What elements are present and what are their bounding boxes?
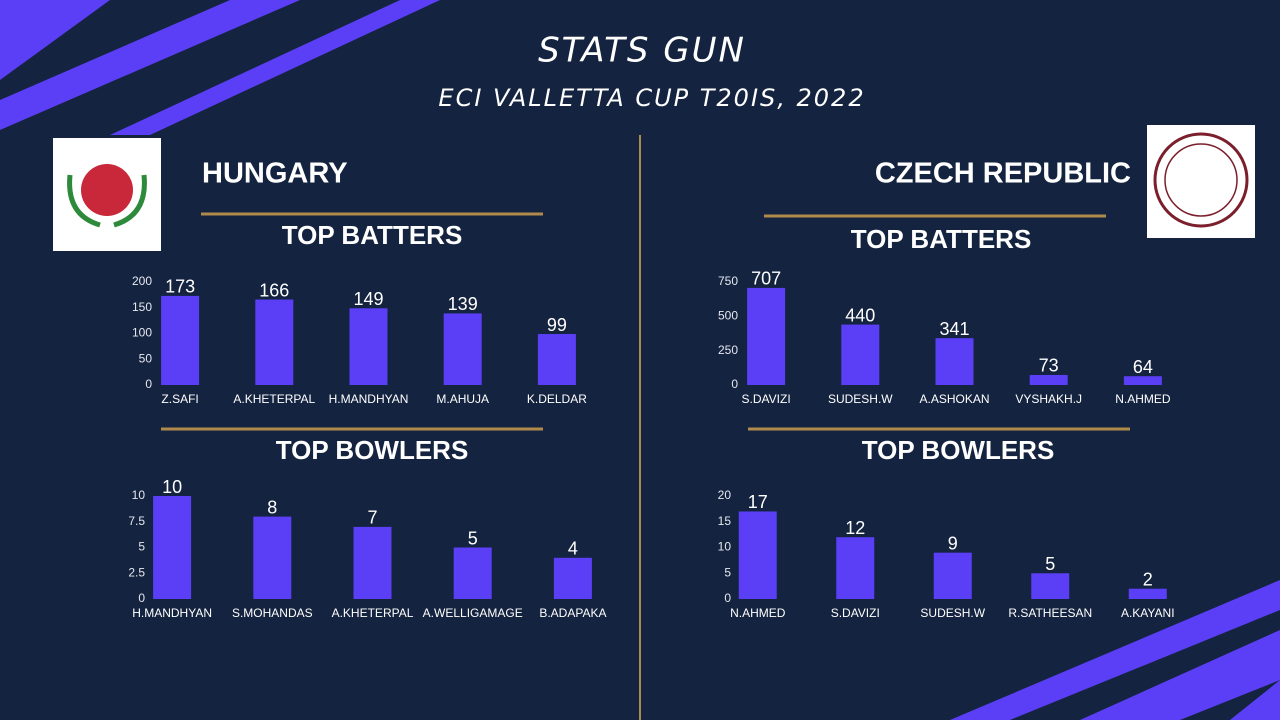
value-label: 173 (165, 277, 195, 297)
x-tick-label: A.KAYANI (1121, 606, 1175, 620)
logo-ring (1153, 132, 1249, 228)
value-label: 10 (162, 477, 182, 497)
stripe (1230, 680, 1280, 720)
value-label: 139 (448, 294, 478, 314)
y-tick-label: 10 (132, 488, 146, 502)
stripe (0, 0, 110, 80)
bar (1031, 573, 1070, 599)
y-tick-label: 200 (132, 274, 152, 288)
bar (933, 552, 972, 599)
value-label: 7 (367, 508, 377, 528)
y-tick-label: 15 (718, 514, 732, 528)
bar (253, 516, 292, 599)
y-tick-label: 0 (724, 591, 731, 605)
title: STATS GUN (538, 31, 746, 71)
y-tick-label: 150 (132, 300, 152, 314)
y-tick-label: 750 (718, 274, 738, 288)
bar (1029, 374, 1068, 385)
value-label: 12 (845, 518, 865, 538)
bar (153, 496, 192, 599)
x-tick-label: B.ADAPAKA (539, 606, 606, 620)
y-tick-label: 5 (138, 540, 145, 554)
value-label: 64 (1133, 357, 1153, 377)
x-tick-label: A.ASHOKAN (919, 392, 989, 406)
x-tick-label: K.DELDAR (527, 392, 587, 406)
y-tick-label: 250 (718, 343, 738, 357)
value-label: 440 (845, 305, 875, 325)
value-label: 73 (1039, 356, 1059, 376)
bar (161, 295, 200, 385)
logo-leaves (67, 174, 147, 228)
x-tick-label: R.SATHEESAN (1008, 606, 1092, 620)
bar (738, 511, 777, 599)
bar (443, 313, 482, 385)
x-tick-label: A.KHETERPAL (233, 392, 315, 406)
y-tick-label: 20 (718, 488, 732, 502)
x-tick-label: S.MOHANDAS (232, 606, 313, 620)
bar (1123, 376, 1162, 385)
y-tick-label: 7.5 (128, 514, 145, 528)
value-label: 5 (1045, 554, 1055, 574)
y-tick-label: 50 (139, 351, 153, 365)
bar (553, 557, 592, 599)
bar (1128, 588, 1167, 599)
x-tick-label: A.KHETERPAL (332, 606, 414, 620)
team-logo (1147, 125, 1255, 238)
y-tick-label: 100 (132, 326, 152, 340)
logo-ring (1164, 143, 1238, 217)
x-tick-label: H.MANDHYAN (329, 392, 409, 406)
x-tick-label: S.DAVIZI (831, 606, 880, 620)
y-tick-label: 0 (731, 377, 738, 391)
team-name: CZECH REPUBLIC (875, 158, 1131, 190)
bar (747, 287, 786, 385)
x-tick-label: S.DAVIZI (742, 392, 791, 406)
value-label: 4 (568, 539, 578, 559)
stripe (1080, 630, 1280, 720)
value-label: 2 (1143, 569, 1153, 589)
value-label: 8 (267, 497, 277, 517)
logo-ball (81, 164, 133, 216)
value-label: 99 (547, 315, 567, 335)
y-tick-label: 2.5 (128, 565, 145, 579)
y-tick-label: 500 (718, 309, 738, 323)
x-tick-label: H.MANDHYAN (132, 606, 212, 620)
x-tick-label: Z.SAFI (161, 392, 198, 406)
value-label: 17 (748, 492, 768, 512)
x-tick-label: SUDESH.W (920, 606, 985, 620)
x-tick-label: M.AHUJA (436, 392, 489, 406)
stripe (950, 580, 1280, 720)
x-tick-label: N.AHMED (730, 606, 786, 620)
bar (349, 308, 388, 385)
bar (935, 338, 974, 385)
subtitle: ECI VALLETTA CUP T20IS, 2022 (438, 84, 865, 112)
value-label: 166 (259, 280, 289, 300)
bar (453, 547, 492, 599)
bar (255, 299, 294, 385)
stripe (110, 0, 440, 135)
x-tick-label: SUDESH.W (828, 392, 893, 406)
bar (841, 324, 880, 385)
x-tick-label: A.WELLIGAMAGE (423, 606, 523, 620)
bar (353, 526, 392, 599)
y-tick-label: 0 (145, 377, 152, 391)
value-label: 9 (948, 533, 958, 553)
chart-title: TOP BOWLERS (276, 435, 469, 465)
x-tick-label: VYSHAKH.J (1015, 392, 1082, 406)
bar (836, 537, 875, 599)
value-label: 341 (939, 319, 969, 339)
x-tick-label: N.AHMED (1115, 392, 1171, 406)
y-tick-label: 5 (724, 565, 731, 579)
value-label: 5 (468, 528, 478, 548)
chart-title: TOP BATTERS (851, 224, 1032, 254)
bar (537, 334, 576, 385)
chart-title: TOP BATTERS (282, 220, 463, 250)
team-name: HUNGARY (202, 158, 348, 190)
value-label: 149 (353, 289, 383, 309)
chart-title: TOP BOWLERS (862, 435, 1055, 465)
y-tick-label: 10 (718, 540, 732, 554)
y-tick-label: 0 (138, 591, 145, 605)
value-label: 707 (751, 269, 781, 289)
stripe (0, 0, 300, 130)
